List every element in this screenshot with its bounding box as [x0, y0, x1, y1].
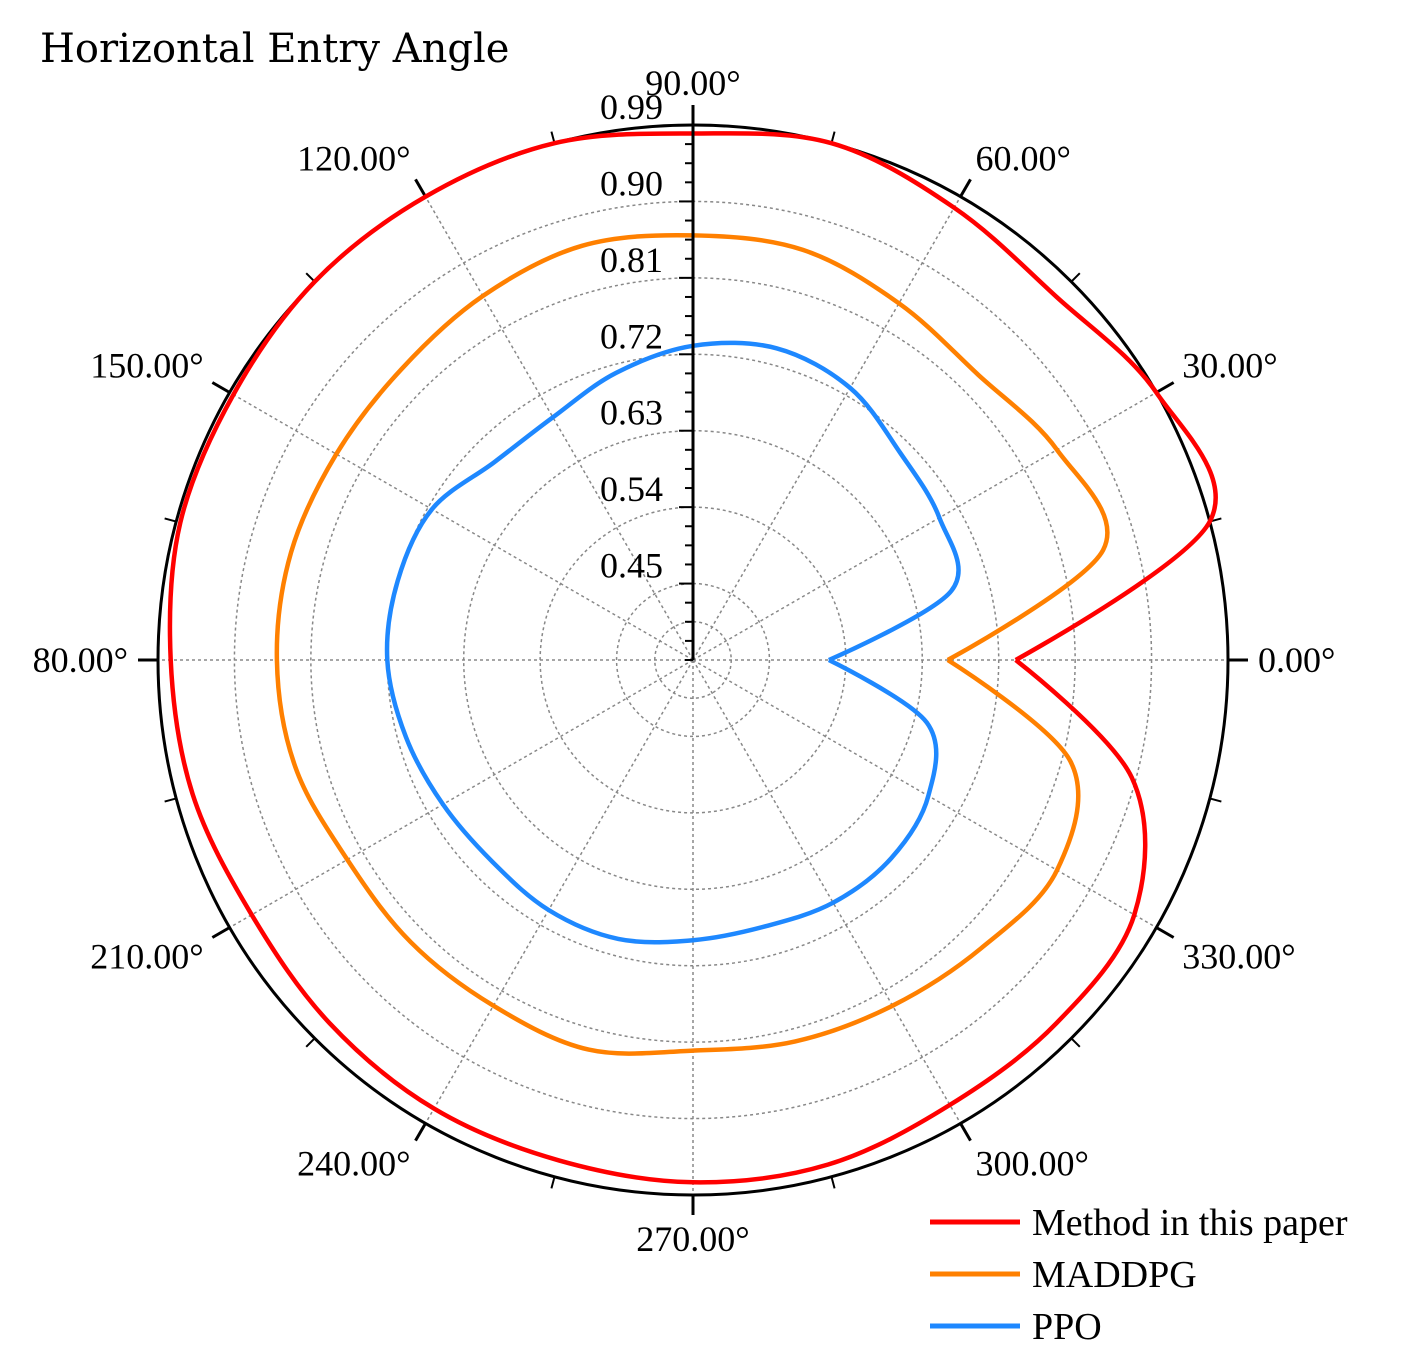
radial-tick-label: 0.81	[600, 240, 663, 280]
angle-major-tick	[414, 178, 427, 198]
angular-grid-line	[692, 659, 962, 1124]
angle-minor-tick	[830, 1176, 836, 1189]
legend: Method in this paper MADDPG PPO	[930, 1202, 1348, 1348]
angle-tick-label: 30.00°	[1182, 346, 1277, 386]
series-line-2	[384, 340, 961, 945]
angle-tick-label: 90.00°	[645, 63, 740, 103]
legend-label-2: PPO	[1032, 1306, 1102, 1348]
chart-title: Horizontal Entry Angle	[40, 26, 509, 72]
radial-tick-label: 0.72	[600, 316, 663, 356]
angle-tick-label: 80.00°	[33, 640, 128, 680]
series-line-0	[167, 131, 1218, 1185]
angle-tick-label: 330.00°	[1182, 937, 1295, 977]
angle-minor-tick	[550, 1176, 556, 1189]
radial-tick-label: 0.90	[600, 163, 663, 203]
angle-major-tick	[1155, 381, 1175, 394]
angle-minor-tick	[1070, 272, 1081, 283]
angular-grid-line	[229, 659, 694, 929]
radial-tick-label: 0.45	[600, 546, 663, 586]
angle-minor-tick	[164, 517, 177, 523]
series-lines	[167, 131, 1218, 1185]
angle-minor-tick	[305, 1037, 316, 1048]
angular-grid-line	[692, 659, 1157, 929]
angle-labels: 0.00° 30.00° 60.00° 90.00° 120.00° 150.00° 80.…	[33, 63, 1336, 1259]
angular-grid-line	[692, 391, 1157, 661]
angle-tick-label: 0.00°	[1258, 640, 1335, 680]
angle-minor-tick	[164, 797, 177, 803]
angle-major-tick	[414, 1122, 427, 1142]
angular-grid-line	[229, 391, 694, 661]
angle-tick-label: 300.00°	[976, 1143, 1089, 1183]
angle-tick-label: 150.00°	[90, 346, 203, 386]
angular-grid-line	[424, 196, 694, 661]
angle-tick-label: 240.00°	[297, 1143, 410, 1183]
radial-tick-label: 0.63	[600, 393, 663, 433]
angle-tick-label: 60.00°	[976, 139, 1071, 179]
angle-minor-tick	[1209, 797, 1222, 803]
angle-major-tick	[959, 178, 972, 198]
angular-grid-line	[692, 196, 962, 661]
radial-grid-circle	[615, 582, 771, 738]
angle-major-tick	[211, 926, 231, 939]
radial-axis: 0.45 0.54 0.63 0.72 0.81 0.90 0.99	[600, 87, 695, 661]
angle-tick-label: 270.00°	[636, 1219, 749, 1259]
legend-label-0: Method in this paper	[1032, 1202, 1348, 1244]
angle-major-tick	[211, 381, 231, 394]
angular-grid-line	[424, 659, 694, 1124]
radial-tick-label: 0.99	[600, 87, 663, 127]
angle-major-tick	[1155, 926, 1175, 939]
angle-minor-tick	[1070, 1037, 1081, 1048]
angle-tick-label: 210.00°	[90, 937, 203, 977]
legend-label-1: MADDPG	[1032, 1254, 1197, 1296]
angle-major-tick	[959, 1122, 972, 1142]
radial-tick-label: 0.54	[600, 469, 663, 509]
series-line-1	[274, 232, 1110, 1056]
angle-tick-label: 120.00°	[297, 139, 410, 179]
